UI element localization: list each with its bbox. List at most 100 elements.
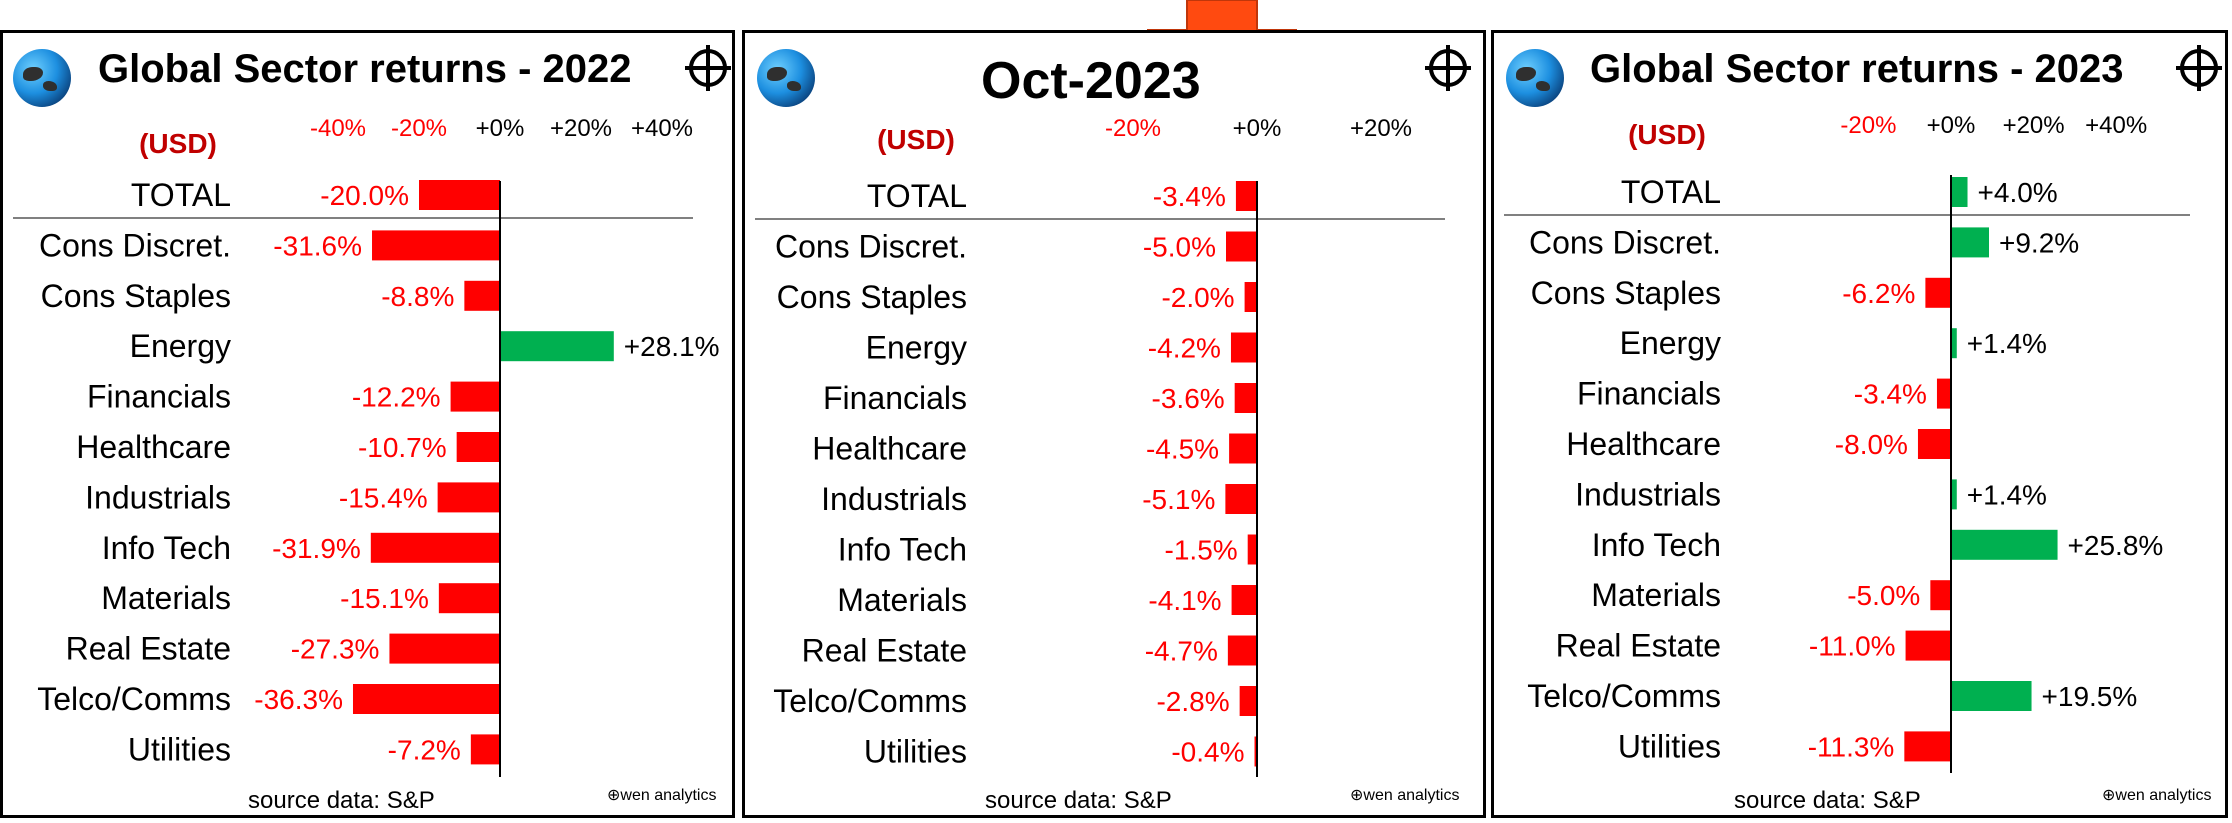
category-label: Materials: [837, 582, 967, 618]
bar: [370, 532, 500, 563]
data-label: -3.4%: [1854, 379, 1927, 410]
data-label: -0.4%: [1171, 737, 1244, 768]
data-label: -8.8%: [381, 281, 454, 312]
category-label: Info Tech: [102, 530, 231, 566]
category-label: TOTAL: [1621, 174, 1721, 210]
category-label: Industrials: [1575, 476, 1721, 512]
category-label: Telco/Comms: [773, 683, 967, 719]
bar: [1247, 534, 1257, 565]
globe-icon: [13, 49, 71, 107]
category-label: Utilities: [864, 734, 967, 770]
bar: [389, 633, 500, 664]
category-label: Real Estate: [802, 633, 967, 669]
data-label: -1.5%: [1165, 535, 1238, 566]
axis-tick-label: -20%: [1105, 115, 1161, 142]
category-label: Energy: [130, 328, 231, 364]
data-label: -31.6%: [273, 230, 362, 261]
category-label: Financials: [87, 379, 231, 415]
category-label: Healthcare: [1566, 426, 1721, 462]
crosshair-icon: [685, 45, 731, 91]
chart-title: Global Sector returns - 2022: [98, 47, 632, 91]
data-label: +28.1%: [624, 331, 720, 362]
bar: [1227, 635, 1257, 666]
data-label: +25.8%: [2068, 530, 2164, 561]
bar: [1905, 630, 1951, 661]
bar: [1230, 332, 1257, 363]
bar: [1226, 231, 1257, 262]
bar: [1951, 529, 2058, 560]
axis-tick-label: +20%: [2003, 112, 2065, 139]
axis-tick-label: -20%: [391, 115, 447, 142]
source-note: source data: S&P: [1734, 787, 1921, 814]
bar: [438, 583, 500, 614]
category-label: TOTAL: [131, 177, 231, 213]
chart-title: Global Sector returns - 2023: [1590, 47, 2124, 91]
axis-tick-label: +20%: [550, 115, 612, 142]
category-label: Real Estate: [66, 631, 231, 667]
data-label: +1.4%: [1967, 328, 2047, 359]
data-label: -12.2%: [352, 382, 441, 413]
data-label: -4.2%: [1148, 333, 1221, 364]
category-label: Materials: [101, 580, 231, 616]
brand-logo: ⊕wen analytics: [1350, 787, 1460, 804]
bar: [1951, 328, 1957, 359]
category-label: Info Tech: [838, 532, 967, 568]
currency-label: (USD): [877, 124, 955, 155]
category-label: Cons Discret.: [39, 227, 231, 263]
category-label: Cons Discret.: [1529, 224, 1721, 260]
bar: [419, 180, 500, 210]
axis-tick-label: -40%: [310, 115, 366, 142]
globe-icon: [757, 49, 815, 107]
data-label: -6.2%: [1842, 278, 1915, 309]
category-label: Industrials: [85, 479, 231, 515]
category-label: Energy: [866, 330, 967, 366]
data-label: -2.8%: [1156, 686, 1229, 717]
data-label: -2.0%: [1161, 282, 1234, 313]
data-label: -3.4%: [1153, 181, 1226, 212]
category-label: Telco/Comms: [37, 681, 231, 717]
chart-panel-oct-2023: Oct-2023 (USD) -20% +0% +20% TOTAL -3.4% Cons …: [742, 30, 1486, 818]
axis-tick-label: +0%: [476, 115, 525, 142]
data-label: +19.5%: [2042, 681, 2138, 712]
data-label: -15.1%: [340, 583, 429, 614]
bar: [1936, 378, 1951, 409]
data-label: -36.3%: [254, 684, 343, 715]
chart-panel-2023: Global Sector returns - 2023 (USD) -20% +0…: [1491, 30, 2228, 818]
data-label: -5.0%: [1847, 580, 1920, 611]
bar: [372, 230, 500, 261]
data-label: -31.9%: [272, 533, 361, 564]
category-label: Cons Discret.: [775, 229, 967, 265]
bar: [1951, 479, 1957, 510]
bar: [352, 684, 500, 714]
bar: [1231, 585, 1257, 615]
data-label: -20.0%: [320, 180, 409, 211]
axis-tick-label: +40%: [2085, 112, 2147, 139]
category-label: Energy: [1620, 325, 1721, 361]
axis-tick-label: +20%: [1350, 115, 1412, 142]
source-note: source data: S&P: [248, 787, 435, 814]
brand-logo: ⊕wen analytics: [607, 787, 717, 804]
category-label: Industrials: [821, 481, 967, 517]
data-label: +1.4%: [1967, 479, 2047, 510]
data-label: +4.0%: [1978, 177, 2058, 208]
bar: [437, 482, 500, 513]
bar: [1951, 227, 1989, 258]
chart-title: Oct-2023: [981, 52, 1201, 110]
data-label: +9.2%: [1999, 227, 2079, 258]
bar: [450, 381, 500, 412]
bar: [464, 280, 500, 311]
category-label: Real Estate: [1556, 628, 1721, 664]
crosshair-icon: [1425, 45, 1471, 91]
category-label: Cons Staples: [777, 279, 967, 315]
data-label: -4.5%: [1146, 434, 1219, 465]
category-label: Cons Staples: [41, 278, 231, 314]
bar: [1917, 429, 1951, 459]
category-label: Cons Staples: [1531, 275, 1721, 311]
data-label: -11.0%: [1809, 631, 1896, 662]
category-label: Financials: [1577, 376, 1721, 412]
brand-logo: ⊕wen analytics: [2102, 787, 2212, 804]
bar: [1904, 731, 1951, 762]
currency-label: (USD): [1628, 119, 1706, 150]
chart-panel-2022: Global Sector returns - 2022 (USD) -40% -2…: [0, 30, 735, 818]
bar: [1239, 686, 1257, 716]
